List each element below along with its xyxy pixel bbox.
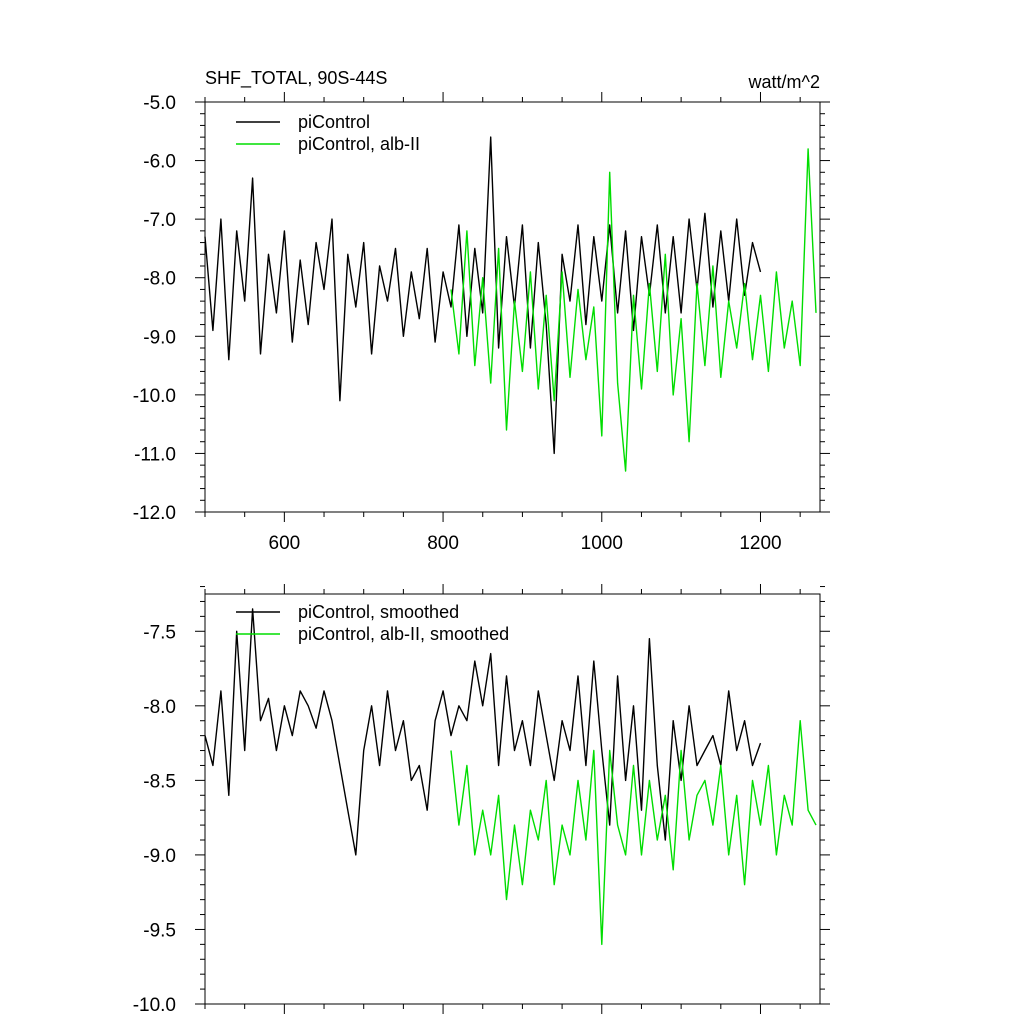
legend-label-picontrol-smoothed: piControl, smoothed <box>298 602 459 622</box>
top-panel-frame <box>204 101 821 513</box>
bottom-panel-series <box>204 608 817 946</box>
top-y-tick-label: -12.0 <box>133 503 176 524</box>
top-y-tick-label: -5.0 <box>143 93 176 114</box>
bottom-y-tick-label: -9.5 <box>143 920 176 941</box>
top-x-tick-label: 600 <box>269 533 301 554</box>
bottom-y-tick-label: -9.0 <box>143 846 176 867</box>
top-panel: SHF_TOTAL, 90S-44S watt/m^2 600 800 1000 12… <box>133 68 830 554</box>
top-y-tick-label: -8.0 <box>143 269 176 290</box>
legend-label-picontrol-alb-ii: piControl, alb-II <box>298 134 420 154</box>
top-x-tick-label: 1200 <box>739 533 781 554</box>
bottom-y-tick-label: -10.0 <box>133 995 176 1016</box>
top-panel-series <box>204 136 817 472</box>
bottom-y-tick-label: -8.5 <box>143 771 176 792</box>
bottom-panel-ticks: -7.5 -8.0 -8.5 -9.0 -9.5 -10.0 <box>133 584 830 1016</box>
bottom-panel-legend: piControl, smoothed piControl, alb-II, s… <box>236 602 509 644</box>
bottom-y-tick-label: -8.0 <box>143 697 176 718</box>
top-x-tick-label: 1000 <box>581 533 623 554</box>
top-y-tick-label: -6.0 <box>143 152 176 173</box>
top-y-tick-label: -11.0 <box>134 444 176 465</box>
top-x-tick-label: 800 <box>427 533 459 554</box>
bottom-panel: -7.5 -8.0 -8.5 -9.0 -9.5 -10.0 piControl, smo… <box>133 584 830 1016</box>
legend-label-picontrol-alb-ii-smoothed: piControl, alb-II, smoothed <box>298 624 509 644</box>
bottom-y-tick-label: -7.5 <box>143 622 176 643</box>
top-y-tick-label: -10.0 <box>133 386 176 407</box>
top-panel-ticks: 600 800 1000 1200 -5.0 -6.0 -7.0 -8.0 -9.0 -10.0 -… <box>133 92 830 554</box>
top-panel-legend: piControl piControl, alb-II <box>236 112 420 154</box>
top-y-tick-label: -9.0 <box>143 327 176 348</box>
top-panel-units: watt/m^2 <box>748 72 820 92</box>
legend-label-picontrol: piControl <box>298 112 370 132</box>
series-line-picontrol-smoothed <box>204 608 762 856</box>
top-y-tick-label: -7.0 <box>143 210 176 231</box>
series-line-picontrol <box>204 136 762 455</box>
series-line-picontrol-alb-ii <box>450 148 817 472</box>
series-line-picontrol-alb-ii-smoothed <box>450 720 817 946</box>
bottom-panel-frame <box>204 593 821 1005</box>
top-panel-title: SHF_TOTAL, 90S-44S <box>205 68 387 89</box>
